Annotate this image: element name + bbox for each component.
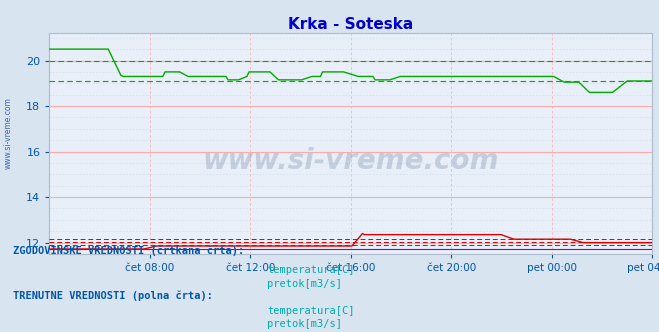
Text: pretok[m3/s]: pretok[m3/s] <box>267 319 342 329</box>
Text: temperatura[C]: temperatura[C] <box>267 306 355 316</box>
Text: www.si-vreme.com: www.si-vreme.com <box>203 147 499 175</box>
Title: Krka - Soteska: Krka - Soteska <box>288 17 414 32</box>
Text: ZGODOVINSKE VREDNOSTI (črtkana črta):: ZGODOVINSKE VREDNOSTI (črtkana črta): <box>13 245 244 256</box>
Text: temperatura[C]: temperatura[C] <box>267 265 355 275</box>
Text: pretok[m3/s]: pretok[m3/s] <box>267 279 342 289</box>
Text: www.si-vreme.com: www.si-vreme.com <box>3 97 13 169</box>
Text: TRENUTNE VREDNOSTI (polna črta):: TRENUTNE VREDNOSTI (polna črta): <box>13 291 213 301</box>
